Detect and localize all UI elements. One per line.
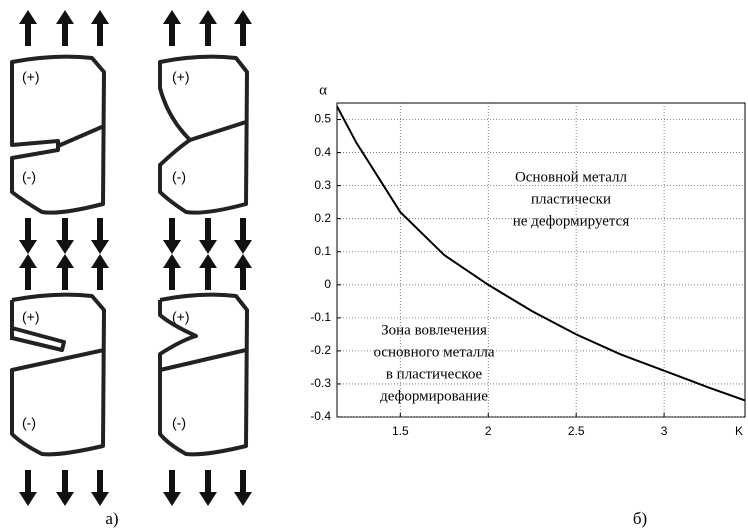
arrow <box>19 254 37 290</box>
sign: (+) <box>172 309 190 325</box>
y-tick-label: -0.4 <box>310 409 331 423</box>
annotation: основного металла <box>373 344 494 360</box>
y-tick-label: 0.5 <box>314 112 331 126</box>
arrow <box>199 218 217 254</box>
y-axis-label: α <box>319 82 327 98</box>
arrow <box>56 218 74 254</box>
sign: (-) <box>172 169 186 185</box>
arrow <box>56 254 74 290</box>
annotation: не деформируется <box>513 213 630 229</box>
diagram: (+) (-) (+) (-) (+) (-) (+) (-) а) б) <box>10 10 647 528</box>
arrow <box>199 254 217 290</box>
specimen <box>158 292 249 457</box>
sign: (-) <box>22 415 36 431</box>
sign: (+) <box>172 69 190 85</box>
line <box>336 105 746 402</box>
arrow <box>234 10 252 46</box>
x-tick-label: 3 <box>661 424 668 438</box>
arrow <box>91 470 109 506</box>
x-tick-label: 2 <box>485 424 492 438</box>
y-tick-label: 0.4 <box>314 145 331 159</box>
arrow <box>234 218 252 254</box>
arrow <box>163 218 181 254</box>
x-axis-label: K <box>735 424 743 438</box>
annotation: пластически <box>531 191 611 207</box>
sign: (-) <box>22 169 36 185</box>
sign: (-) <box>172 415 186 431</box>
annotation: деформирование <box>380 388 488 404</box>
arrow <box>91 254 109 290</box>
arrow <box>199 470 217 506</box>
arrow <box>163 10 181 46</box>
arrow <box>199 10 217 46</box>
arrow <box>91 218 109 254</box>
annotation: Основной металл <box>515 169 628 185</box>
y-tick-label: -0.3 <box>310 376 331 390</box>
arrow <box>19 218 37 254</box>
y-tick-label: -0.2 <box>310 343 331 357</box>
specimen <box>158 54 249 215</box>
y-tick-label: 0.2 <box>314 211 331 225</box>
arrow <box>234 254 252 290</box>
y-tick-label: 0.1 <box>314 244 331 258</box>
chart: -0.4 -0.3 -0.2 -0.1 0 0.1 0.2 0.3 0.4 0.5 1.5 2 2.5 3… <box>310 82 746 438</box>
arrow <box>19 10 37 46</box>
arrow <box>163 254 181 290</box>
panel-label: б) <box>633 509 647 528</box>
x-tick-label: 1.5 <box>392 424 409 438</box>
arrow <box>163 470 181 506</box>
y-tick-label: 0 <box>324 277 331 291</box>
y-tick-label: -0.1 <box>310 310 331 324</box>
arrow <box>19 470 37 506</box>
arrow <box>56 470 74 506</box>
arrow <box>91 10 109 46</box>
arrow <box>234 470 252 506</box>
annotation: в пластическое <box>386 366 483 382</box>
specimen <box>10 292 106 457</box>
x-tick-label: 2.5 <box>568 424 585 438</box>
sign: (+) <box>22 69 40 85</box>
arrow <box>56 10 74 46</box>
panel-label: а) <box>105 509 118 528</box>
specimen <box>10 54 106 215</box>
annotation: Зона вовлечения <box>381 322 487 338</box>
sign: (+) <box>22 309 40 325</box>
y-tick-label: 0.3 <box>314 178 331 192</box>
